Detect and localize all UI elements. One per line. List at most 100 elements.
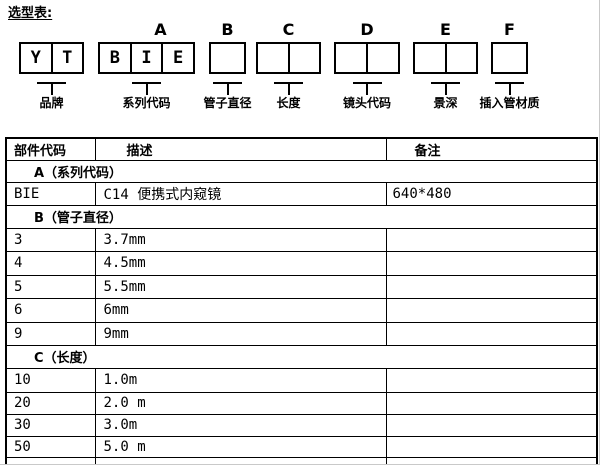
connector-icon [213,82,242,95]
cell-remark [385,250,598,276]
code-cell: T [50,44,83,72]
cell-code: 6 [5,297,96,323]
connector-icon [132,82,161,95]
group-label: 品牌 [39,96,64,110]
connector-stem [145,84,148,95]
group-letter: C [282,20,295,39]
group-label: 系列代码 [122,96,171,110]
code-boxes [209,42,246,74]
code-cell: B [109,47,120,68]
code-group-tube-diameter: B 管子直径 [204,20,252,111]
table-row: BIE C14 便携式内窥镜 640*480 [5,181,598,206]
header-part-code: 部件代码 [5,137,96,161]
cell-description: 3.7mm [94,227,387,252]
cell-code: 9 [5,321,96,346]
table-row: 4 4.5mm [5,250,598,276]
connector-icon [274,82,303,95]
cell-code: 10 [5,367,96,393]
group-label: 镜头代码 [342,96,391,110]
cell-description: 6mm [94,297,387,323]
code-cell [366,44,398,72]
code-cell [211,44,244,72]
cell-code: 3 [5,227,96,252]
connector-icon [37,82,66,95]
code-cell [444,44,477,72]
cell-code: 30 [5,413,96,437]
section-row: B（管子直径） [5,204,598,229]
section-title: B（管子直径） [5,204,598,229]
code-boxes: Y T [19,42,84,74]
table-row-partial [5,456,598,464]
code-cell [336,44,366,72]
connector-stem [366,84,368,95]
cell-description: 5.0 m [94,435,387,458]
code-cell [287,44,320,72]
table-row: 3 3.7mm [5,227,598,252]
group-letter: D [360,20,374,39]
header-remark: 备注 [385,137,598,161]
parts-table: 部件代码 描述 备注 A（系列代码） BIE C14 便携式内窥镜 640*48… [5,137,598,464]
table-row: 5 5.5mm [5,274,598,299]
code-cell [258,44,288,72]
connector-icon [495,82,524,95]
header-description: 描述 [94,137,387,161]
group-label: 管子直径 [203,96,252,110]
cell-remark [385,274,598,299]
code-boxes [334,42,400,74]
cell-remark [385,456,598,464]
page-title: 选型表: [8,6,53,21]
group-label: 插入管材质 [479,96,540,110]
table-row: 50 5.0 m [5,435,598,458]
table-header-row: 部件代码 描述 备注 [5,137,598,161]
table-row: 6 6mm [5,297,598,323]
section-row: C（长度） [5,344,598,369]
table-row: 9 9mm [5,321,598,346]
connector-stem [444,84,447,95]
group-letter: F [504,20,515,39]
connector-icon [431,82,460,95]
cell-remark [385,367,598,393]
code-group-length: C 长度 [256,20,321,111]
cell-description [94,456,387,464]
cell-remark [385,297,598,323]
cell-code: 20 [5,391,96,415]
code-group-series: A B I E 系列代码 [98,20,195,111]
group-label: 景深 [433,96,458,110]
code-boxes: B I E [98,42,195,74]
code-cell [415,44,445,72]
section-title: C（长度） [5,344,598,369]
cell-code [5,456,96,464]
cell-remark [385,413,598,437]
code-cell: Y [30,47,41,68]
cell-remark [385,391,598,415]
group-letter: B [221,20,234,39]
cell-description: 9mm [94,321,387,346]
code-group-brand: Y T 品牌 [19,20,84,111]
section-title: A（系列代码） [5,159,598,183]
table-row: 10 1.0m [5,367,598,393]
cell-code: 4 [5,250,96,276]
group-letter: A [154,20,167,39]
group-label: 长度 [276,96,301,110]
cell-description: 4.5mm [94,250,387,276]
section-row: A（系列代码） [5,159,598,183]
code-boxes [413,42,478,74]
cell-code: 5 [5,274,96,299]
code-boxes [491,42,528,74]
code-cell [493,44,526,72]
code-cell: E [161,44,193,72]
code-group-lens-code: D 镜头代码 [334,20,400,111]
table-row: 30 3.0m [5,413,598,437]
group-letter: E [440,20,451,39]
cell-description: 3.0m [94,413,387,437]
connector-stem [226,84,229,95]
code-group-depth-of-field: E 景深 [413,20,478,111]
cell-description: 5.5mm [94,274,387,299]
table-row: 20 2.0 m [5,391,598,415]
cell-remark [385,435,598,458]
cell-remark [385,227,598,252]
code-cell: I [129,44,162,72]
cell-remark [385,321,598,346]
cell-description: 1.0m [94,367,387,393]
